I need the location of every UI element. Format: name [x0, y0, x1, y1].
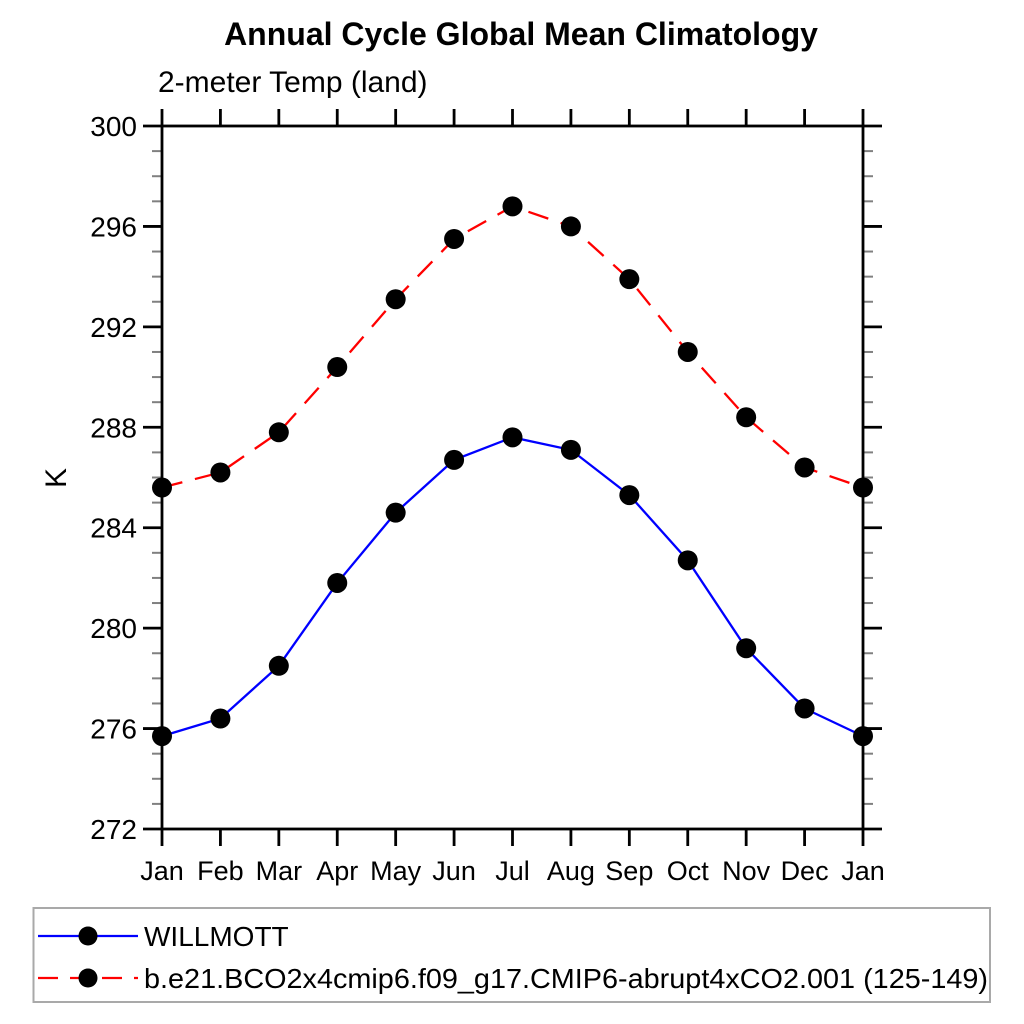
- data-point-marker: [677, 550, 698, 571]
- data-point-marker: [152, 477, 172, 498]
- chart-title: Annual Cycle Global Mean Climatology: [224, 16, 818, 52]
- data-point-marker: [385, 502, 406, 523]
- data-point-marker: [502, 196, 523, 217]
- data-point-marker: [268, 422, 289, 443]
- plot-frame: [160, 124, 865, 831]
- y-tick-label: 284: [90, 513, 137, 544]
- data-point-marker: [619, 269, 640, 290]
- data-point-marker: [560, 439, 581, 460]
- y-tick-label: 272: [90, 814, 137, 845]
- x-tick-label: Feb: [197, 856, 244, 886]
- legend-marker-1: [78, 968, 98, 988]
- data-point-marker: [327, 572, 348, 593]
- x-tick-label: May: [370, 856, 422, 886]
- x-tick-label: Jan: [841, 856, 885, 886]
- legend-label-0: WILLMOTT: [144, 921, 289, 952]
- data-point-marker: [210, 462, 231, 483]
- y-tick-label: 288: [90, 412, 137, 443]
- data-point-marker: [853, 477, 873, 498]
- y-tick-label: 300: [90, 111, 137, 142]
- data-point-marker: [444, 449, 465, 470]
- x-tick-label: Apr: [316, 856, 358, 886]
- data-point-marker: [152, 726, 172, 747]
- x-tick-label: Jun: [432, 856, 476, 886]
- x-tick-label: Jul: [495, 856, 530, 886]
- x-tick-label: Aug: [547, 856, 595, 886]
- data-point-marker: [444, 228, 465, 249]
- y-tick-label: 292: [90, 312, 137, 343]
- data-point-marker: [210, 708, 231, 729]
- data-point-marker: [736, 407, 757, 428]
- data-point-marker: [619, 485, 640, 506]
- data-point-marker: [736, 638, 757, 659]
- x-tick-label: Sep: [605, 856, 653, 886]
- legend-label-1: b.e21.BCO2x4cmip6.f09_g17.CMIP6-abrupt4x…: [144, 963, 988, 994]
- x-tick-label: Nov: [722, 856, 771, 886]
- data-point-marker: [560, 216, 581, 237]
- data-point-marker: [268, 655, 289, 676]
- x-tick-label: Jan: [140, 856, 184, 886]
- x-tick-label: Dec: [781, 856, 829, 886]
- legend-box: [32, 907, 991, 1003]
- chart-subtitle: 2-meter Temp (land): [158, 66, 428, 99]
- series-line-0: [161, 436, 864, 738]
- x-tick-label: Oct: [667, 856, 710, 886]
- data-point-marker: [794, 698, 815, 719]
- data-point-marker: [794, 457, 815, 478]
- y-tick-label: 296: [90, 211, 137, 242]
- data-point-marker: [853, 726, 873, 747]
- y-tick-label: 276: [90, 714, 137, 745]
- y-tick-label: 280: [90, 613, 137, 644]
- data-point-marker: [502, 427, 523, 448]
- data-point-marker: [385, 289, 406, 310]
- data-point-marker: [327, 357, 348, 378]
- data-point-marker: [677, 341, 698, 362]
- x-tick-label: Mar: [256, 856, 303, 886]
- legend-marker-0: [78, 926, 98, 946]
